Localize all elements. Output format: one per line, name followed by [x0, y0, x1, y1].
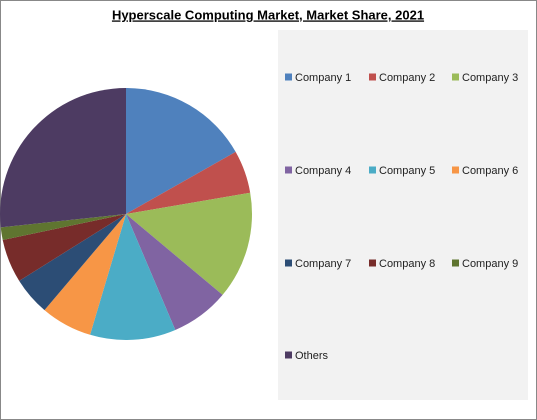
pie-slice: [2, 214, 126, 281]
legend-swatch: [285, 166, 292, 174]
legend-swatch: [369, 166, 376, 174]
legend-swatch: [452, 73, 459, 81]
legend-label: Company 7: [295, 258, 351, 270]
legend-swatch: [285, 351, 292, 359]
pie-slice: [126, 151, 251, 214]
legend-label: Company 1: [295, 72, 351, 84]
legend-box: [278, 30, 528, 400]
pie-slice: [0, 88, 126, 228]
legend-label: Company 2: [379, 72, 435, 84]
pie-slice: [90, 214, 176, 340]
pie-slice: [44, 214, 126, 335]
chart-title: Hyperscale Computing Market, Market Shar…: [112, 7, 424, 22]
pie-slice: [0, 214, 126, 240]
legend-label: Company 8: [379, 258, 435, 270]
legend-swatch: [452, 166, 459, 174]
legend-label: Company 3: [462, 72, 518, 84]
pie-slice: [126, 88, 236, 214]
legend-label: Company 6: [462, 165, 518, 177]
pie-slice: [126, 192, 252, 295]
legend-swatch: [369, 259, 376, 267]
legend-label: Company 4: [295, 165, 351, 177]
legend-swatch: [285, 73, 292, 81]
legend-swatch: [369, 73, 376, 81]
pie-slice: [19, 214, 126, 311]
legend-label: Company 5: [379, 165, 435, 177]
legend-label: Others: [295, 350, 329, 362]
pie-slice: [126, 214, 223, 330]
legend-swatch: [452, 259, 459, 267]
legend-swatch: [285, 259, 292, 267]
legend-label: Company 9: [462, 258, 518, 270]
